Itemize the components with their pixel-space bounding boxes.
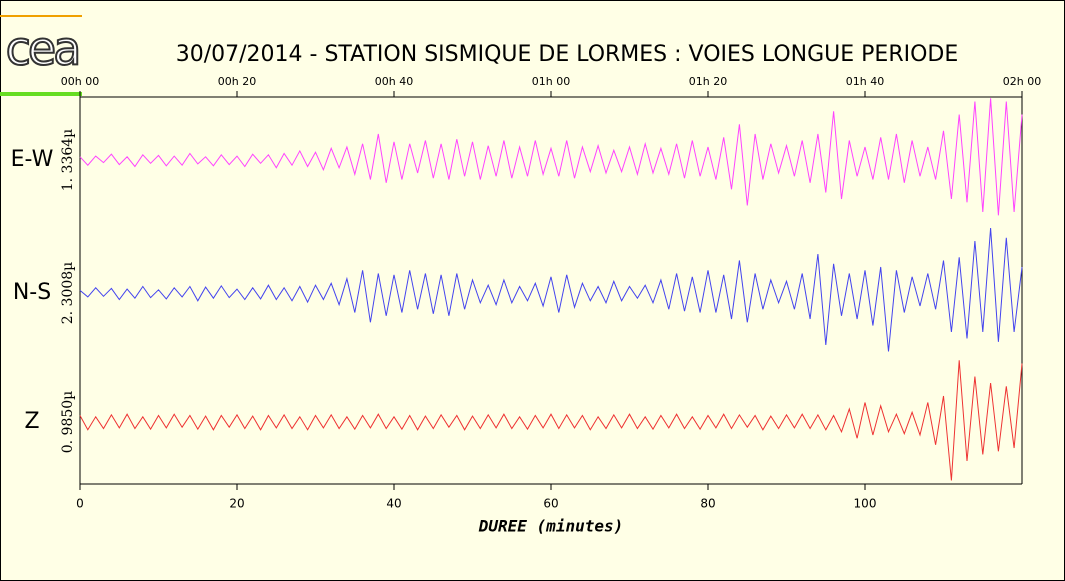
trace: [79, 360, 1023, 481]
trace-scale: 1. 3364µ: [60, 129, 76, 192]
trace-name: Z: [24, 409, 39, 434]
chart-title: 30/07/2014 - STATION SISMIQUE DE LORMES …: [176, 42, 959, 67]
trace-scale: 2. 3008µ: [60, 262, 76, 325]
top-tick-label: 01h 00: [532, 75, 570, 88]
trace-scale: 0. 9850µ: [60, 391, 76, 454]
x-tick-label: 0: [76, 497, 84, 511]
top-tick-label: 01h 20: [689, 75, 727, 88]
top-tick-label: 00h 00: [61, 75, 99, 88]
x-tick-label: 80: [700, 497, 715, 511]
top-tick-label: 01h 40: [846, 75, 884, 88]
x-axis-label: DUREE (minutes): [478, 517, 624, 536]
trace-name: E-W: [11, 147, 54, 172]
x-tick-label: 20: [229, 497, 244, 511]
top-tick-label: 02h 00: [1003, 75, 1041, 88]
trace: [79, 227, 1023, 352]
x-tick-label: 100: [854, 497, 877, 511]
top-tick-label: 00h 20: [218, 75, 256, 88]
x-tick-label: 40: [386, 497, 401, 511]
logo: cea: [6, 22, 79, 76]
trace: [79, 98, 1023, 216]
x-tick-label: 60: [543, 497, 558, 511]
top-tick-label: 00h 40: [375, 75, 413, 88]
trace-name: N-S: [13, 280, 51, 305]
